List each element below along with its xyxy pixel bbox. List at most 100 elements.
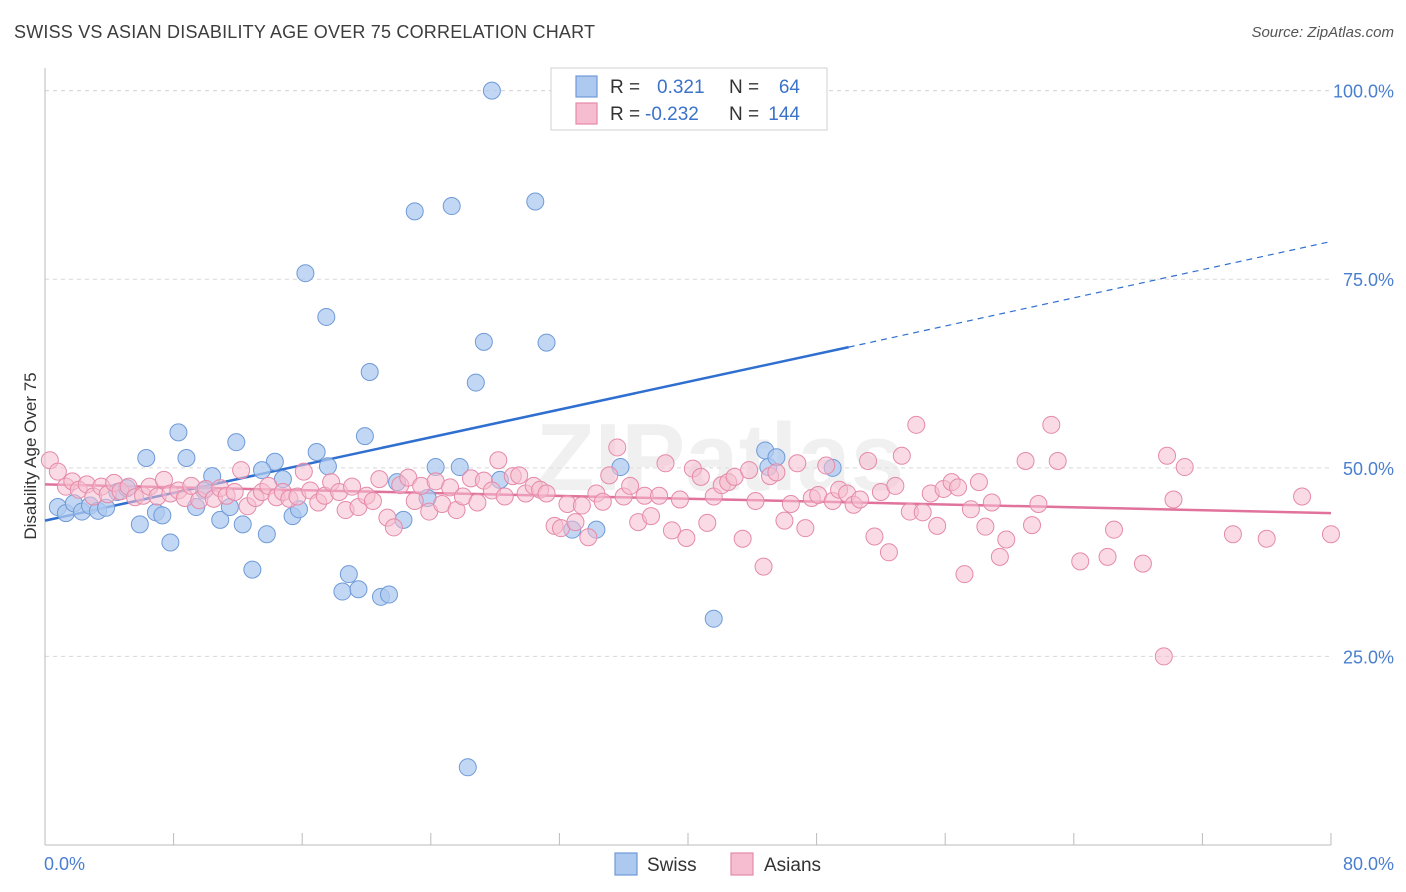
- swiss-point: [130, 515, 149, 534]
- asian-point: [733, 529, 752, 548]
- y-tick-label: 100.0%: [1333, 82, 1394, 102]
- asian-point: [621, 476, 640, 495]
- swiss-point: [243, 560, 262, 579]
- swiss-point: [360, 363, 379, 382]
- asian-point: [767, 463, 786, 482]
- swiss-point: [405, 202, 424, 221]
- swiss-point: [317, 307, 336, 326]
- grid-layer: [45, 90, 1331, 657]
- swiss-point: [526, 192, 545, 211]
- asian-point: [851, 490, 870, 509]
- asian-point: [949, 478, 968, 497]
- swiss-point: [349, 580, 368, 599]
- asian-point: [913, 503, 932, 522]
- asian-point: [1293, 487, 1312, 506]
- asian-point: [593, 492, 612, 511]
- swiss-point: [704, 609, 723, 628]
- asian-point: [1257, 529, 1276, 548]
- swiss-point: [161, 533, 180, 552]
- asian-point: [1098, 547, 1117, 566]
- chart-title: SWISS VS ASIAN DISABILITY AGE OVER 75 CO…: [14, 22, 596, 42]
- asian-point: [1164, 490, 1183, 509]
- asian-point: [725, 467, 744, 486]
- asian-point: [775, 511, 794, 530]
- asian-point: [1322, 525, 1340, 544]
- y-tick-label: 25.0%: [1343, 647, 1394, 667]
- asian-point: [969, 473, 988, 492]
- asian-point: [232, 461, 251, 480]
- asian-point: [468, 493, 487, 512]
- asian-point: [495, 487, 514, 506]
- asian-point: [670, 490, 689, 509]
- legend-swatch-swiss: [575, 75, 598, 98]
- asian-point: [781, 495, 800, 514]
- asian-point: [955, 565, 974, 584]
- legend-r-asians: -0.232: [645, 104, 699, 125]
- swiss-point: [227, 433, 246, 452]
- source-label: Source: ZipAtlas.com: [1251, 24, 1394, 41]
- asian-point: [1042, 415, 1061, 434]
- swiss-point: [482, 81, 501, 100]
- series-legend-label-swiss: Swiss: [647, 855, 697, 876]
- asian-point: [1104, 520, 1123, 539]
- asian-point: [788, 454, 807, 473]
- asian-point: [754, 557, 773, 576]
- swiss-point: [442, 197, 461, 216]
- series-legend-swatch-swiss: [614, 852, 638, 876]
- asian-point: [796, 519, 815, 538]
- swiss-point: [296, 264, 315, 283]
- legend-n-label-asians: N =: [729, 104, 759, 125]
- swiss-point: [169, 423, 188, 442]
- asian-point: [363, 492, 382, 511]
- asian-point: [600, 466, 619, 485]
- asian-point: [510, 466, 529, 485]
- asian-point: [1048, 452, 1067, 471]
- swiss-point: [153, 506, 172, 525]
- asian-point: [225, 482, 244, 501]
- swiss-point: [537, 333, 556, 352]
- asian-point: [656, 454, 675, 473]
- asian-point: [566, 513, 585, 532]
- legend-r-label-asians: R =: [610, 104, 640, 125]
- asian-point: [982, 493, 1001, 512]
- legend-r-swiss: 0.321: [657, 77, 705, 98]
- legend-r-label-swiss: R =: [610, 77, 640, 98]
- asian-point: [1023, 516, 1042, 535]
- asian-point: [384, 518, 403, 537]
- asian-point: [892, 446, 911, 465]
- series-legend-swatch-asians: [730, 852, 754, 876]
- asian-point: [405, 492, 424, 511]
- swiss-point: [318, 457, 337, 476]
- asian-point: [579, 528, 598, 547]
- y-tick-label: 75.0%: [1343, 270, 1394, 290]
- swiss-point: [233, 515, 252, 534]
- swiss-point: [355, 427, 374, 446]
- asian-point: [879, 543, 898, 562]
- swiss-point: [211, 510, 230, 529]
- asian-point: [441, 478, 460, 497]
- asian-point: [886, 476, 905, 495]
- asian-point: [489, 451, 508, 470]
- asian-point: [997, 530, 1016, 549]
- swiss-trend-extension: [848, 240, 1332, 348]
- swiss-point: [458, 758, 477, 777]
- legend-swatch-asians: [575, 102, 598, 125]
- asian-point: [399, 468, 418, 487]
- asian-point: [677, 528, 696, 547]
- asian-point: [907, 415, 926, 434]
- swiss-point: [257, 525, 276, 544]
- asian-point: [572, 496, 591, 515]
- swiss-point: [137, 449, 156, 468]
- asian-point: [370, 470, 389, 489]
- asian-point: [961, 500, 980, 519]
- y-tick-label: 50.0%: [1343, 459, 1394, 479]
- asian-point: [1175, 458, 1194, 477]
- asian-point: [990, 547, 1009, 566]
- swiss-point: [333, 582, 352, 601]
- asian-point: [1133, 554, 1152, 573]
- asian-point: [608, 438, 627, 457]
- asian-point: [1223, 525, 1242, 544]
- asian-point: [859, 452, 878, 471]
- swiss-point: [177, 449, 196, 468]
